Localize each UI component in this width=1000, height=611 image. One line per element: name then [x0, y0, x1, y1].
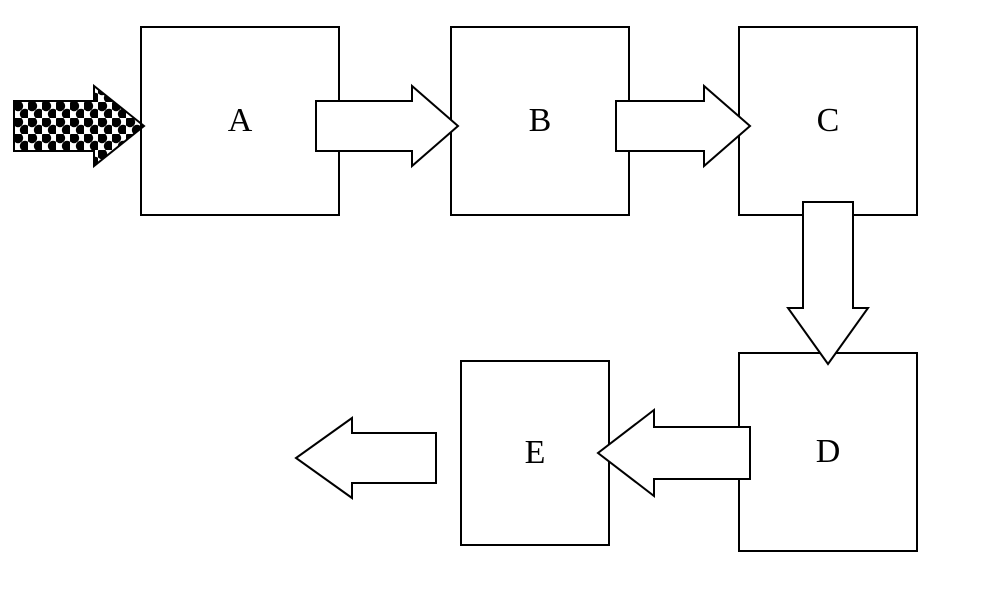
- node-C: C: [738, 26, 918, 216]
- arrow-E-to-output: [296, 418, 436, 498]
- arrow-C-to-D: [788, 202, 868, 364]
- arrow-D-to-E: [598, 410, 750, 496]
- node-A-label: A: [228, 102, 253, 140]
- arrow-input-to-A: [14, 86, 144, 166]
- node-D-label: D: [816, 433, 841, 471]
- arrow-A-to-B: [316, 86, 458, 166]
- arrow-B-to-C: [616, 86, 750, 166]
- node-E: E: [460, 360, 610, 546]
- node-B: B: [450, 26, 630, 216]
- node-A: A: [140, 26, 340, 216]
- node-D: D: [738, 352, 918, 552]
- diagram-stage: A B C D E: [0, 0, 1000, 611]
- node-C-label: C: [817, 102, 840, 140]
- node-B-label: B: [529, 102, 552, 140]
- node-E-label: E: [525, 434, 546, 472]
